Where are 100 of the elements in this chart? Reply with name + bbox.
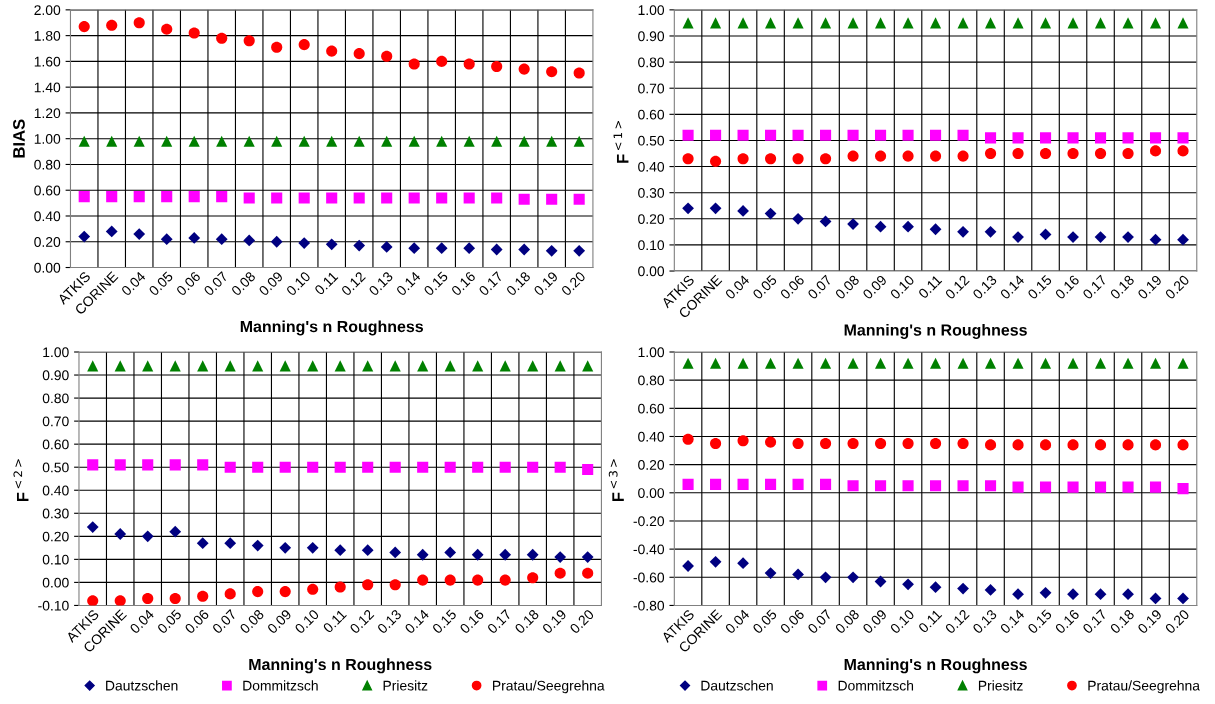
- point: [902, 357, 914, 369]
- point: [554, 567, 566, 579]
- legend-label: Priesitz: [383, 680, 428, 691]
- y-axis-title: BIAS: [13, 119, 25, 158]
- point: [197, 590, 209, 602]
- point: [362, 579, 374, 591]
- legend-label: Dommitzsch: [243, 680, 318, 691]
- point: [188, 191, 200, 203]
- point: [820, 437, 832, 450]
- y-tick-label: 0.70: [42, 416, 69, 427]
- point: [1094, 147, 1107, 160]
- point: [78, 21, 90, 33]
- y-tick-label: 0.20: [34, 237, 61, 247]
- point: [435, 242, 448, 255]
- point: [545, 244, 558, 257]
- point: [792, 437, 804, 450]
- point: [875, 129, 887, 141]
- point: [279, 586, 291, 598]
- point: [929, 437, 942, 450]
- x-tick-label: 0.12: [944, 608, 970, 635]
- point: [1177, 233, 1189, 246]
- y-tick-label: 0.50: [638, 135, 665, 146]
- point: [573, 193, 585, 205]
- point: [737, 557, 749, 570]
- point: [929, 129, 942, 141]
- point: [1012, 588, 1024, 601]
- y-axis-title: F$^{<1>}$: [613, 121, 629, 163]
- point: [764, 207, 777, 220]
- point: [389, 461, 401, 473]
- point: [279, 541, 292, 554]
- y-tick-label: -0.10: [38, 600, 69, 611]
- point: [1012, 147, 1024, 160]
- point: [765, 153, 777, 165]
- point: [1177, 483, 1189, 495]
- y-tick-label: 0.80: [42, 393, 69, 404]
- point: [527, 461, 539, 473]
- point: [957, 357, 969, 369]
- point: [416, 548, 429, 561]
- point: [710, 437, 722, 450]
- x-tick-label: 0.12: [349, 608, 375, 635]
- point: [554, 461, 566, 473]
- point: [737, 153, 749, 165]
- point: [1149, 357, 1162, 369]
- point: [1177, 132, 1189, 144]
- x-tick-label: 0.12: [340, 271, 366, 297]
- x-tick-label: 0.19: [533, 271, 559, 297]
- point: [114, 595, 126, 606]
- x-tick-label: 0.13: [368, 270, 394, 297]
- point: [765, 436, 777, 448]
- point: [957, 582, 969, 595]
- y-tick-label: 0.30: [42, 508, 69, 519]
- point: [326, 192, 338, 204]
- point: [326, 45, 338, 57]
- point: [362, 461, 374, 473]
- point: [1067, 588, 1079, 601]
- point: [444, 461, 456, 473]
- x-tick-label: 0.04: [724, 608, 750, 635]
- point: [792, 357, 804, 369]
- point: [133, 191, 145, 203]
- x-tick-label: 0.20: [560, 270, 586, 297]
- point: [499, 461, 511, 473]
- x-tick-label: 0.06: [184, 608, 210, 635]
- point: [87, 459, 99, 471]
- y-tick-label: 0.60: [638, 403, 665, 414]
- point: [271, 135, 283, 147]
- point: [1039, 147, 1052, 160]
- point: [408, 58, 420, 70]
- point: [1149, 592, 1162, 605]
- point: [161, 135, 173, 147]
- point: [1122, 588, 1134, 601]
- y-axis-title: F$^{<2>}$: [13, 459, 29, 502]
- x-tick-label: 0.04: [120, 270, 147, 297]
- point: [1012, 481, 1024, 493]
- point: [271, 192, 283, 204]
- y-tick-label: 2.00: [34, 5, 61, 16]
- point: [957, 17, 969, 29]
- point: [902, 220, 914, 233]
- point: [847, 129, 859, 141]
- y-tick-label: 0.80: [638, 375, 665, 386]
- point: [408, 192, 420, 204]
- point: [847, 437, 859, 450]
- point: [436, 192, 448, 204]
- point: [106, 19, 118, 31]
- point: [105, 225, 118, 238]
- point: [682, 153, 694, 165]
- point: [929, 223, 942, 236]
- x-tick-label: 0.19: [1137, 274, 1163, 300]
- point: [581, 551, 594, 563]
- point: [1039, 586, 1052, 599]
- point: [78, 135, 90, 147]
- y-tick-label: -0.60: [633, 572, 665, 583]
- x-tick-label: 0.09: [862, 608, 888, 635]
- point: [1012, 132, 1024, 144]
- point: [1039, 17, 1052, 29]
- y-tick-label: 0.80: [34, 159, 61, 170]
- y-tick-label: 0.10: [42, 554, 69, 565]
- point: [1094, 357, 1107, 369]
- y-tick-label: -0.20: [633, 516, 665, 527]
- point: [417, 574, 429, 586]
- x-tick-label: 0.09: [258, 271, 284, 297]
